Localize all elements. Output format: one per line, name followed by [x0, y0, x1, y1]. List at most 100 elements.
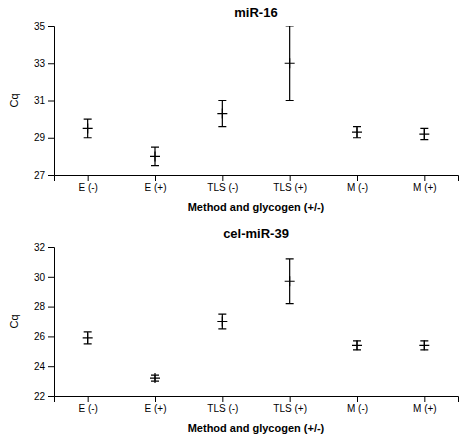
y-tick-label: 27	[34, 170, 46, 181]
error-bar	[84, 119, 92, 138]
x-tick: M (+)	[413, 175, 437, 193]
x-tick-label: M (+)	[413, 182, 437, 193]
y-tick-mark	[48, 307, 54, 308]
y-axis-line	[48, 27, 55, 176]
point	[83, 123, 93, 133]
x-tick-mark	[357, 175, 358, 181]
y-axis-title: Cq	[8, 93, 20, 107]
y-tick-label: 29	[34, 132, 46, 143]
x-tick-label: TLS (-)	[207, 182, 238, 193]
point	[285, 58, 295, 68]
point	[285, 276, 295, 286]
error-bar-line	[286, 259, 294, 304]
point	[150, 151, 160, 161]
y-tick-label: 22	[34, 391, 46, 402]
x-axis-title: Method and glycogen (+/-)	[188, 201, 325, 213]
error-bar-line	[218, 314, 226, 329]
y-tick-label: 28	[34, 301, 46, 312]
y-tick-label: 33	[34, 58, 46, 69]
x-tick-label: E (+)	[145, 182, 167, 193]
error-bar	[218, 314, 226, 329]
point	[217, 109, 227, 119]
x-tick-label: TLS (+)	[273, 403, 307, 414]
y-tick: 29	[34, 132, 54, 143]
x-tick: E (+)	[145, 175, 167, 193]
point	[83, 333, 93, 343]
x-tick-label: M (-)	[347, 403, 368, 414]
x-tick-mark	[222, 175, 223, 181]
error-bar	[218, 101, 226, 127]
y-tick-mark	[48, 396, 54, 397]
y-tick: 33	[34, 58, 54, 69]
y-tick: 27	[34, 170, 54, 181]
y-axis-line	[48, 248, 55, 397]
x-tick: TLS (-)	[207, 175, 238, 193]
x-tick-mark	[290, 396, 291, 402]
x-tick-mark	[357, 396, 358, 402]
y-tick-label: 31	[34, 95, 46, 106]
y-tick-mark	[48, 138, 54, 139]
error-bar-line	[84, 119, 92, 138]
x-tick-label: E (-)	[78, 182, 97, 193]
error-bar	[286, 26, 294, 101]
y-tick-mark	[48, 366, 54, 367]
y-tick-mark	[48, 26, 54, 27]
x-axis-line	[55, 397, 459, 403]
title: cel-miR-39	[223, 226, 289, 241]
x-tick-mark	[155, 396, 156, 402]
x-axis: E (-) E (+) TLS (-) TLS (+) M (-) M (+)	[55, 175, 459, 193]
x-tick-mark	[155, 175, 156, 181]
panel: E (-) E (+) TLS (-) TLS (+) M (-) M (+) 27 29 31…	[8, 5, 459, 213]
y-tick: 30	[34, 272, 54, 283]
error-bar-line	[286, 26, 294, 101]
y-axis: 22 24 26 28 30 32	[34, 242, 55, 402]
error-bar	[420, 128, 428, 139]
x-tick-label: TLS (-)	[207, 403, 238, 414]
error-bar	[353, 127, 361, 138]
point	[150, 373, 160, 383]
marks	[83, 259, 430, 383]
y-tick-mark	[48, 63, 54, 64]
y-tick-label: 35	[34, 21, 46, 32]
y-tick: 26	[34, 331, 54, 342]
y-tick: 24	[34, 361, 54, 372]
error-bar	[151, 147, 159, 166]
point	[217, 317, 227, 327]
x-tick: TLS (+)	[273, 175, 307, 193]
point	[419, 129, 429, 139]
x-tick-mark	[290, 175, 291, 181]
x-tick: TLS (+)	[273, 396, 307, 414]
y-tick-mark	[48, 277, 54, 278]
y-tick: 35	[34, 21, 54, 32]
y-tick: 28	[34, 301, 54, 312]
x-tick: E (-)	[78, 175, 97, 193]
x-tick: E (+)	[145, 396, 167, 414]
y-tick: 22	[34, 391, 54, 402]
error-bar-line	[151, 147, 159, 166]
panel: E (-) E (+) TLS (-) TLS (+) M (-) M (+) 22 24 26…	[8, 226, 459, 434]
y-tick-mark	[48, 175, 54, 176]
y-tick-mark	[48, 101, 54, 102]
error-bar-line	[420, 341, 428, 350]
x-axis-line	[55, 176, 459, 182]
x-tick-mark	[222, 396, 223, 402]
x-tick-mark	[88, 175, 89, 181]
x-tick-label: E (+)	[145, 403, 167, 414]
x-axis: E (-) E (+) TLS (-) TLS (+) M (-) M (+)	[55, 396, 459, 414]
x-tick-mark	[88, 396, 89, 402]
error-bar-line	[353, 127, 361, 138]
point	[352, 340, 362, 350]
error-bar	[286, 259, 294, 304]
x-tick-label: M (-)	[347, 182, 368, 193]
x-tick: M (-)	[347, 396, 368, 414]
x-tick: M (+)	[413, 396, 437, 414]
x-tick-label: TLS (+)	[273, 182, 307, 193]
y-tick-label: 26	[34, 331, 46, 342]
x-tick: M (-)	[347, 175, 368, 193]
error-bar-line	[218, 101, 226, 127]
x-tick-mark	[424, 396, 425, 402]
y-axis-title: Cq	[8, 314, 20, 328]
error-bar	[420, 341, 428, 350]
y-tick-label: 32	[34, 242, 46, 253]
x-tick: E (-)	[78, 396, 97, 414]
